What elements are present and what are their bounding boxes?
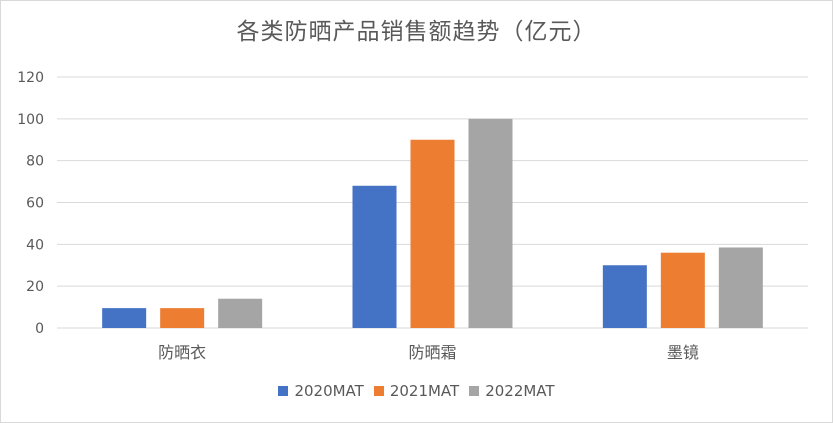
bar-2020MAT-0 (102, 308, 147, 328)
bar-2022MAT-0 (218, 298, 263, 328)
legend-label: 2022MAT (485, 382, 555, 400)
y-tick-label: 100 (17, 112, 44, 128)
chart-title: 各类防晒产品销售额趋势（亿元） (236, 19, 597, 45)
x-tick-label: 防晒衣 (158, 343, 206, 362)
y-tick-label: 0 (35, 321, 44, 337)
legend-item: 2021MAT (373, 382, 460, 400)
y-tick-label: 80 (26, 154, 44, 170)
legend-swatch (278, 386, 289, 396)
y-tick-label: 120 (17, 70, 44, 86)
y-tick-label: 60 (26, 196, 44, 212)
legend-item: 2022MAT (469, 382, 555, 400)
legend-label: 2020MAT (294, 382, 364, 400)
y-tick-label: 20 (26, 279, 44, 295)
y-tick-label: 40 (26, 237, 44, 253)
legend-swatch (469, 386, 480, 396)
legend-swatch (373, 386, 384, 396)
bar-2021MAT-0 (160, 308, 205, 328)
x-tick-label: 防晒霜 (408, 343, 456, 362)
bar-2021MAT-2 (660, 252, 705, 328)
bar-2021MAT-1 (410, 139, 455, 328)
bar-2022MAT-2 (718, 247, 763, 328)
bar-2020MAT-2 (602, 265, 647, 328)
legend-label: 2021MAT (389, 382, 460, 400)
x-tick-label: 墨镜 (667, 343, 699, 362)
bar-2022MAT-1 (468, 118, 513, 328)
bar-2020MAT-1 (352, 185, 397, 328)
chart-legend: 2020MAT 2021MAT 2022MAT (0, 382, 833, 400)
legend-item: 2020MAT (278, 382, 364, 400)
